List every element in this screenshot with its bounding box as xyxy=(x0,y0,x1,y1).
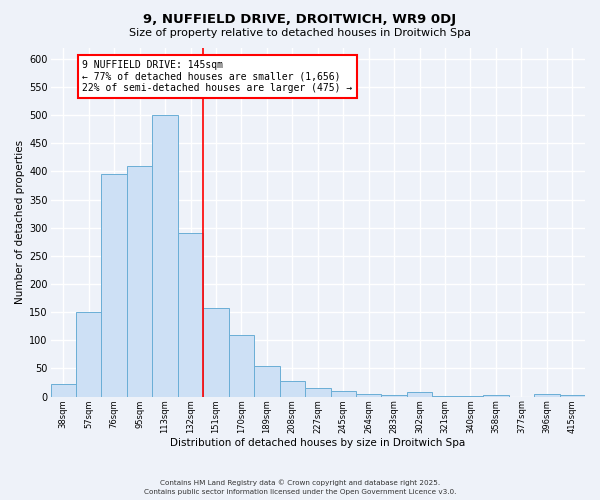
Bar xyxy=(101,174,127,396)
Bar xyxy=(178,234,203,396)
Bar xyxy=(76,312,101,396)
Bar xyxy=(407,392,433,396)
Bar xyxy=(254,366,280,396)
Text: 9 NUFFIELD DRIVE: 145sqm
← 77% of detached houses are smaller (1,656)
22% of sem: 9 NUFFIELD DRIVE: 145sqm ← 77% of detach… xyxy=(82,60,353,93)
Y-axis label: Number of detached properties: Number of detached properties xyxy=(15,140,25,304)
Bar xyxy=(305,388,331,396)
Bar xyxy=(229,334,254,396)
Bar xyxy=(331,391,356,396)
Text: Size of property relative to detached houses in Droitwich Spa: Size of property relative to detached ho… xyxy=(129,28,471,38)
Bar xyxy=(203,308,229,396)
Bar xyxy=(152,115,178,396)
Bar xyxy=(280,381,305,396)
Bar xyxy=(534,394,560,396)
Bar xyxy=(382,395,407,396)
Bar xyxy=(50,384,76,396)
Bar xyxy=(127,166,152,396)
Bar xyxy=(356,394,382,396)
Text: 9, NUFFIELD DRIVE, DROITWICH, WR9 0DJ: 9, NUFFIELD DRIVE, DROITWICH, WR9 0DJ xyxy=(143,12,457,26)
X-axis label: Distribution of detached houses by size in Droitwich Spa: Distribution of detached houses by size … xyxy=(170,438,466,448)
Text: Contains HM Land Registry data © Crown copyright and database right 2025.
Contai: Contains HM Land Registry data © Crown c… xyxy=(144,480,456,495)
